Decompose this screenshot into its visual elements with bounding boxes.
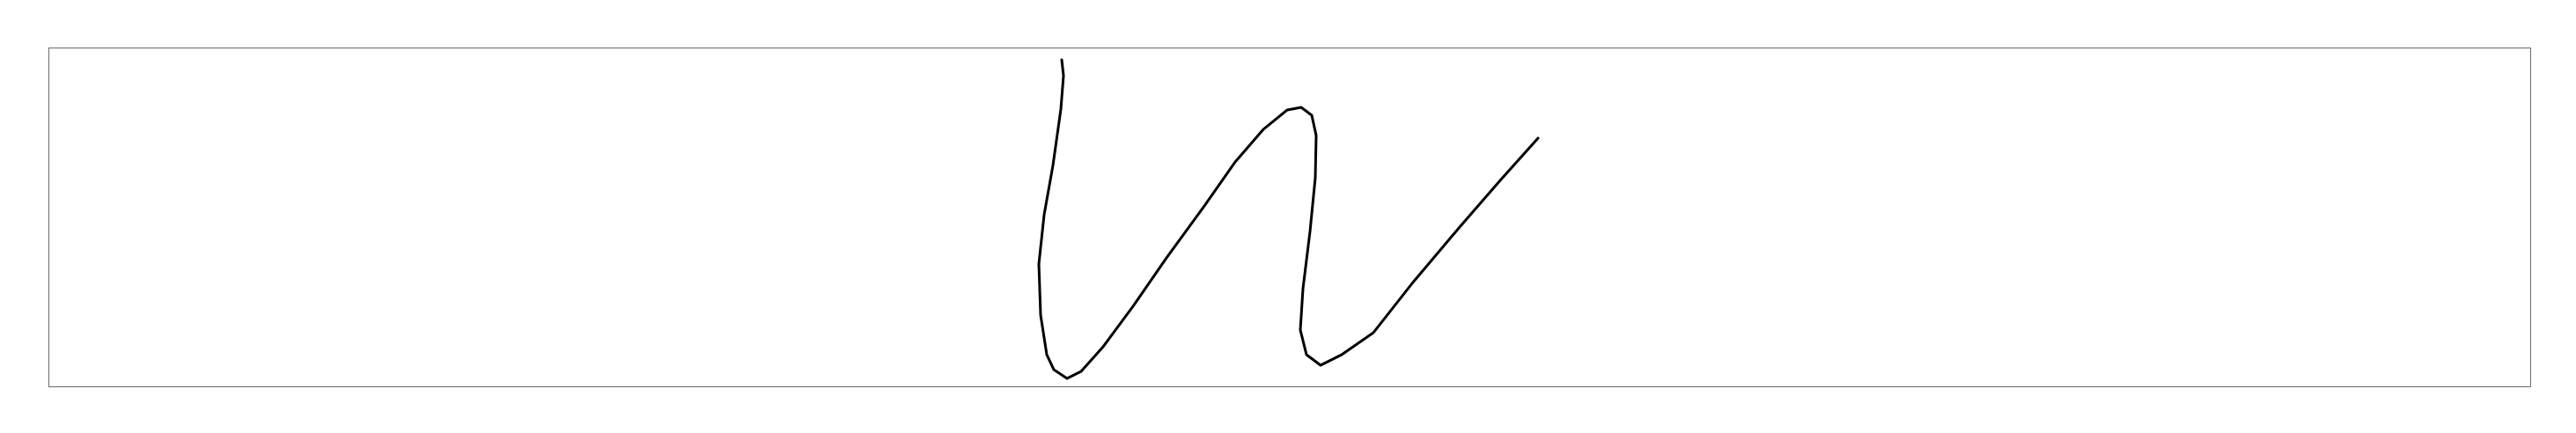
drawing-frame	[48, 48, 2531, 387]
handwritten-stroke	[1037, 58, 1540, 380]
